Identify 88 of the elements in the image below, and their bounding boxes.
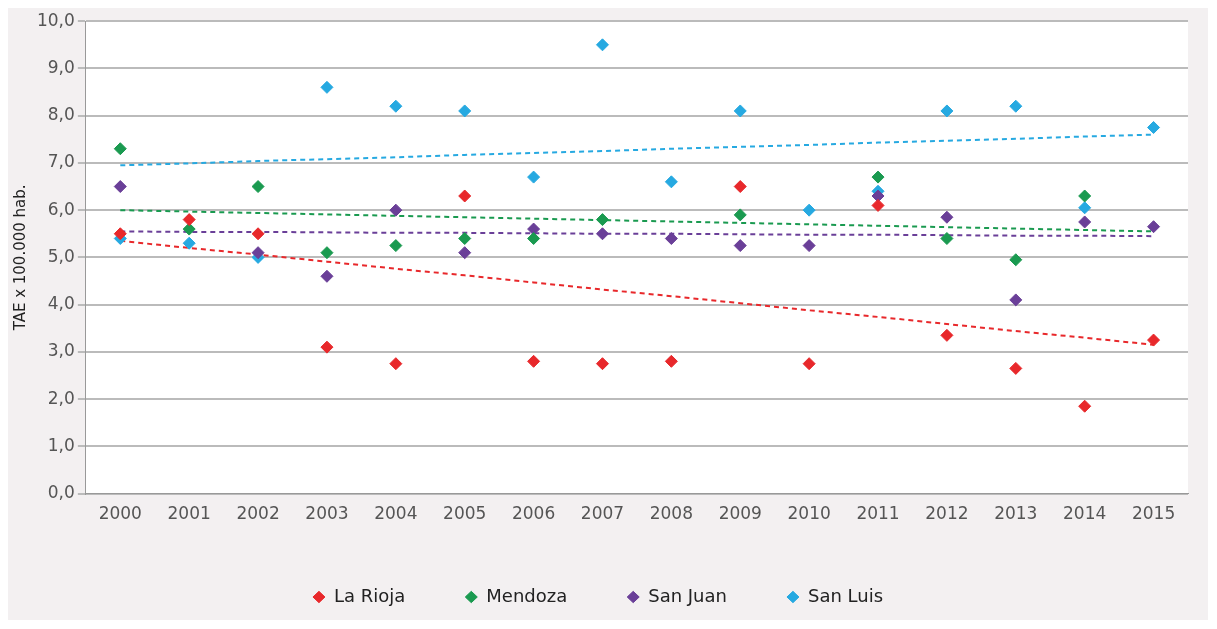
point xyxy=(940,328,954,342)
point xyxy=(940,210,954,224)
point xyxy=(251,246,265,260)
point xyxy=(1147,120,1161,134)
point xyxy=(320,340,334,354)
point xyxy=(1147,220,1161,234)
y-tick-label: 2,0 xyxy=(47,387,75,408)
point xyxy=(320,80,334,94)
x-tick-label: 2002 xyxy=(236,503,280,524)
point xyxy=(1078,189,1092,203)
point xyxy=(802,239,816,253)
x-tick-label: 2013 xyxy=(994,503,1038,524)
point xyxy=(940,232,954,245)
point xyxy=(527,232,541,245)
point xyxy=(871,198,885,212)
y-tick-label: 7,0 xyxy=(47,151,75,172)
point xyxy=(251,227,265,241)
x-tick-label: 2001 xyxy=(167,503,211,524)
point xyxy=(733,239,747,253)
point xyxy=(527,222,541,236)
legend-label: Mendoza xyxy=(486,584,568,606)
point xyxy=(595,227,609,241)
point xyxy=(320,246,334,260)
x-tick-label: 2015 xyxy=(1131,503,1176,524)
point xyxy=(1009,99,1023,113)
y-tick-label: 8,0 xyxy=(47,104,75,125)
x-tick-label: 2007 xyxy=(580,503,625,524)
point xyxy=(320,269,334,283)
point xyxy=(389,357,403,371)
x-tick-label: 2011 xyxy=(856,503,900,524)
point xyxy=(733,104,747,118)
point xyxy=(940,104,954,118)
legend-label: San Juan xyxy=(648,584,727,606)
point xyxy=(1078,399,1092,413)
point xyxy=(182,222,196,236)
y-tick-label: 0,0 xyxy=(47,482,75,503)
y-tick-label: 10,0 xyxy=(36,9,75,30)
x-tick-label: 2006 xyxy=(511,503,556,524)
point xyxy=(182,236,196,250)
y-tick-label: 4,0 xyxy=(47,293,75,314)
x-tick-label: 2004 xyxy=(374,503,418,524)
y-tick-label: 9,0 xyxy=(47,56,75,77)
point xyxy=(389,239,403,253)
x-tick-label: 2014 xyxy=(1063,503,1107,524)
legend-label: La Rioja xyxy=(333,584,406,606)
point xyxy=(664,232,678,245)
y-tick-label: 1,0 xyxy=(47,434,75,455)
point xyxy=(733,208,747,222)
point xyxy=(458,189,472,203)
x-tick-label: 2010 xyxy=(787,503,831,524)
point xyxy=(182,213,196,227)
point xyxy=(664,354,678,368)
x-tick-label: 2005 xyxy=(443,503,487,524)
point xyxy=(1009,293,1023,307)
point xyxy=(595,213,609,227)
point xyxy=(871,170,885,184)
y-tick-label: 5,0 xyxy=(47,245,75,266)
point xyxy=(1078,215,1092,229)
point xyxy=(389,203,403,217)
point xyxy=(733,180,747,194)
y-tick-label: 3,0 xyxy=(47,340,75,361)
x-tick-label: 2012 xyxy=(925,503,969,524)
x-tick-label: 2003 xyxy=(305,503,349,524)
point xyxy=(527,170,541,184)
point xyxy=(527,354,541,368)
point xyxy=(458,232,472,245)
point xyxy=(1147,333,1161,347)
point xyxy=(1009,361,1023,375)
point xyxy=(113,227,127,241)
point xyxy=(1009,253,1023,267)
point xyxy=(251,180,265,194)
x-tick-label: 2009 xyxy=(718,503,762,524)
point xyxy=(113,142,127,156)
x-tick-label: 2008 xyxy=(649,503,693,524)
point xyxy=(802,203,816,217)
x-tick-label: 2000 xyxy=(98,503,142,524)
point xyxy=(458,246,472,260)
y-tick-label: 6,0 xyxy=(47,198,75,219)
y-axis-title: TAE x 100.000 hab. xyxy=(10,184,29,332)
point xyxy=(664,175,678,189)
point xyxy=(389,99,403,113)
point xyxy=(595,357,609,371)
point xyxy=(595,38,609,52)
legend-label: San Luis xyxy=(807,584,884,606)
point xyxy=(1078,201,1092,215)
point xyxy=(802,357,816,371)
point xyxy=(458,104,472,118)
point xyxy=(113,180,127,194)
